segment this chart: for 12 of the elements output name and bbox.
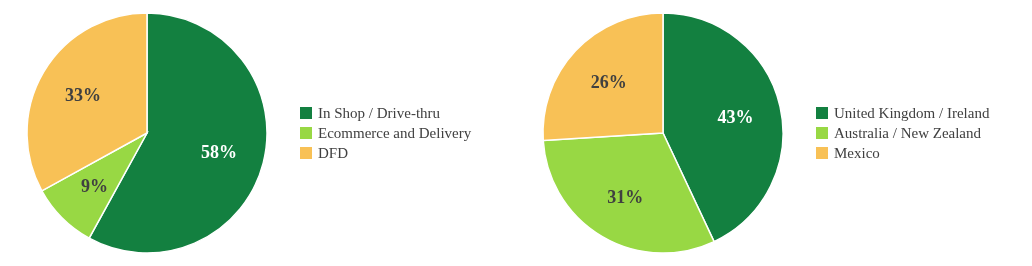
legend-label: Ecommerce and Delivery: [318, 125, 472, 141]
legend-label: DFD: [318, 145, 349, 161]
data-label: 26%: [590, 72, 627, 93]
legend-label: Australia / New Zealand: [834, 125, 982, 141]
data-label: 58%: [201, 141, 238, 162]
legend-label: In Shop / Drive-thru: [318, 105, 441, 121]
legend-label: United Kingdom / Ireland: [834, 105, 990, 121]
data-label: 31%: [607, 187, 644, 208]
data-label: 9%: [80, 175, 108, 196]
data-label: 33%: [64, 85, 101, 106]
data-label: 43%: [717, 106, 754, 127]
legend-label: Mexico: [834, 145, 880, 161]
